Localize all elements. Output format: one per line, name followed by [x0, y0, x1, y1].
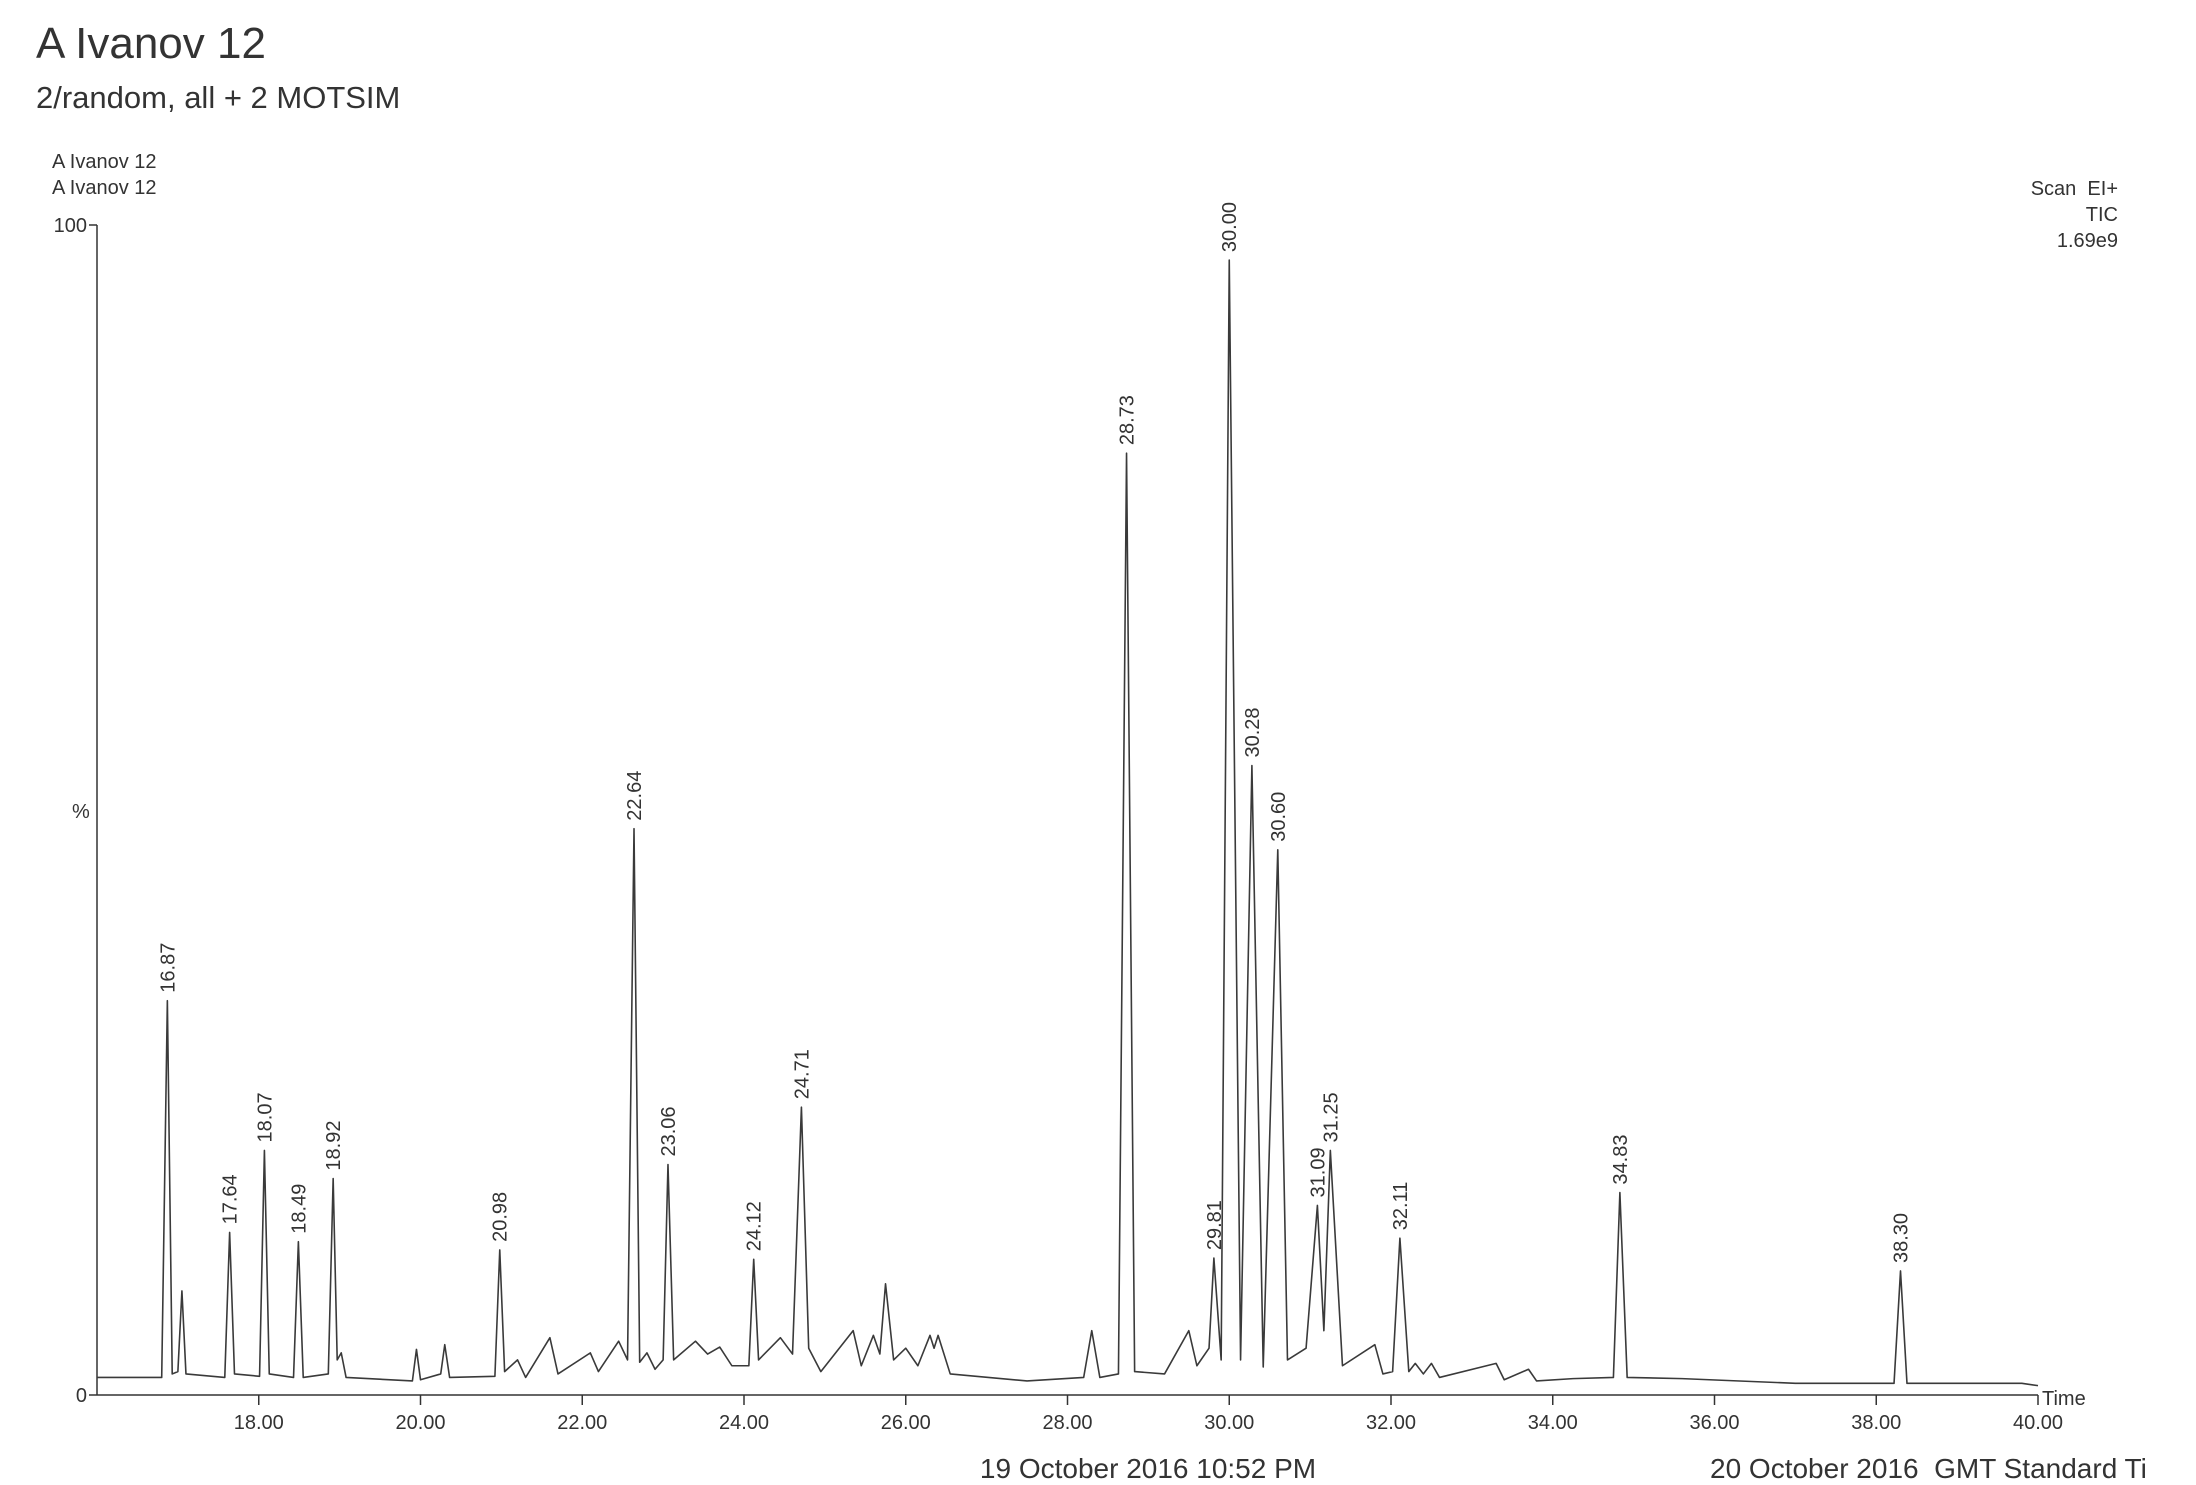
- peak-label: 38.30: [1891, 1213, 1913, 1263]
- peak-label: 31.25: [1320, 1092, 1342, 1142]
- trace: [97, 259, 2039, 1387]
- peak-label: 20.98: [490, 1192, 512, 1242]
- x-tick-label: 32.00: [1366, 1412, 1416, 1434]
- x-tick-label: 28.00: [1042, 1412, 1092, 1434]
- peak-label: 29.81: [1204, 1200, 1226, 1250]
- x-tick-label: 40.00: [2013, 1412, 2063, 1434]
- x-tick-label: 30.00: [1204, 1412, 1254, 1434]
- peak-label: 18.92: [323, 1120, 345, 1170]
- x-tick-label: 34.00: [1528, 1412, 1578, 1434]
- y-tick-label: 100: [54, 215, 87, 237]
- x-tick-label: 36.00: [1689, 1412, 1739, 1434]
- x-axis-label: Time: [2042, 1388, 2086, 1410]
- peak-label: 17.64: [220, 1174, 242, 1224]
- peak-label: 22.64: [624, 771, 646, 821]
- peak-label: 28.73: [1117, 395, 1139, 445]
- peak-label: 30.00: [1219, 202, 1241, 252]
- header-line: A Ivanov 12: [52, 177, 157, 199]
- info-line: Scan EI+: [2031, 178, 2118, 200]
- info-line: TIC: [2086, 204, 2118, 226]
- peak-label: 32.11: [1390, 1182, 1412, 1231]
- x-tick-label: 18.00: [234, 1412, 284, 1434]
- peak-label: 24.12: [744, 1201, 766, 1251]
- peak-label: 30.28: [1242, 707, 1264, 757]
- y-tick-label: 0: [76, 1385, 87, 1407]
- peak-label: 18.49: [288, 1184, 310, 1234]
- x-tick-label: 22.00: [557, 1412, 607, 1434]
- footer-date: 20 October 2016 GMT Standard Ti: [1710, 1453, 2147, 1484]
- x-tick-label: 38.00: [1851, 1412, 1901, 1434]
- chart-title: A Ivanov 12: [36, 19, 266, 68]
- y-axis-label: %: [72, 801, 90, 823]
- peak-label: 16.87: [157, 943, 179, 993]
- peak-label: 18.07: [254, 1092, 276, 1142]
- peak-label: 31.09: [1307, 1147, 1329, 1197]
- header-line: A Ivanov 12: [52, 151, 157, 173]
- x-tick-label: 26.00: [881, 1412, 931, 1434]
- info-line: 1.69e9: [2057, 230, 2118, 252]
- peak-label: 23.06: [658, 1106, 680, 1156]
- peak-label: 30.60: [1268, 792, 1290, 842]
- peak-label: 24.71: [791, 1049, 813, 1099]
- x-tick-label: 20.00: [395, 1412, 445, 1434]
- chart-subtitle: 2/random, all + 2 MOTSIM: [36, 80, 400, 115]
- footer-date: 19 October 2016 10:52 PM: [980, 1453, 1316, 1484]
- x-tick-label: 24.00: [719, 1412, 769, 1434]
- peak-label: 34.83: [1610, 1135, 1632, 1185]
